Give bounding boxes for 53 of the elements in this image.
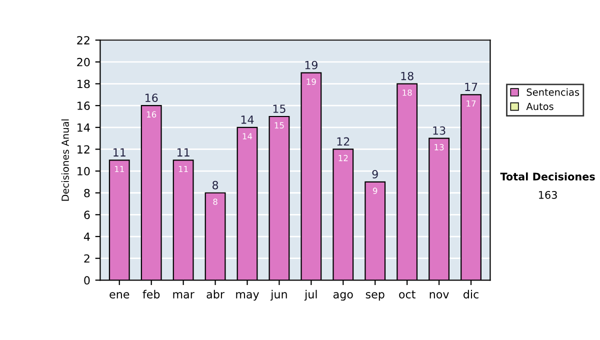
annotation: 9 — [372, 170, 378, 178]
x-tick-label: jul — [304, 290, 317, 301]
y-tick-label: 16 — [78, 102, 90, 110]
annotation: 12 — [337, 137, 350, 146]
data-label: 12 — [338, 154, 348, 162]
x-tick-label: oct — [399, 290, 416, 298]
data-label: 8 — [213, 198, 218, 205]
y-tick-label: 10 — [78, 167, 90, 176]
x-tick-label: abr — [206, 290, 224, 298]
text: Total Decisiones — [500, 172, 595, 180]
data-label: 11 — [178, 166, 188, 172]
data-label: 14 — [242, 133, 252, 140]
y-tick-label: 14 — [78, 124, 90, 132]
data-label: 15 — [274, 122, 284, 128]
x-tick-label: mar — [173, 292, 194, 298]
y-tick-label: 6 — [84, 210, 90, 220]
y-tick-label: 0 — [84, 276, 90, 285]
x-tick-label: may — [236, 292, 260, 301]
data-label: 19 — [306, 78, 316, 85]
data-label: 11 — [114, 166, 124, 172]
x-tick-label: sep — [366, 292, 384, 301]
y-tick-label: 2 — [84, 254, 90, 263]
annotation: 16 — [146, 94, 158, 102]
annotation: 15 — [273, 104, 286, 113]
text: 163 — [539, 190, 557, 199]
y-tick-label: 8 — [84, 188, 90, 198]
data-label: 18 — [402, 89, 412, 96]
annotation: 14 — [241, 116, 254, 124]
y-tick-label: 20 — [77, 58, 90, 66]
x-tick-label: ago — [333, 292, 353, 301]
y-tick-label: 18 — [78, 80, 90, 88]
annotation: 18 — [401, 72, 414, 80]
legend-label: Autos — [526, 102, 554, 110]
data-label: 9 — [372, 188, 378, 194]
x-tick-label: jun — [270, 290, 287, 301]
data-label: 17 — [466, 100, 476, 107]
annotation: 17 — [465, 82, 478, 91]
x-tick-label: nov — [430, 292, 449, 298]
legend-label: Sentencias — [526, 88, 580, 96]
x-tick-label: dic — [464, 290, 478, 298]
y-axis-title: Decisiones Anual — [61, 119, 69, 201]
data-label: 13 — [434, 144, 444, 150]
x-tick-label: ene — [110, 292, 130, 298]
data-label: 16 — [146, 111, 156, 118]
y-tick-label: 12 — [78, 145, 90, 154]
y-tick-label: 22 — [77, 36, 90, 44]
x-tick-label: feb — [142, 290, 160, 298]
annotation: 13 — [433, 126, 446, 135]
y-tick-label: 4 — [84, 232, 90, 241]
annotation: 11 — [177, 148, 190, 156]
annotation: 8 — [212, 180, 218, 190]
annotation: 11 — [114, 148, 126, 156]
annotation: 19 — [305, 60, 318, 70]
